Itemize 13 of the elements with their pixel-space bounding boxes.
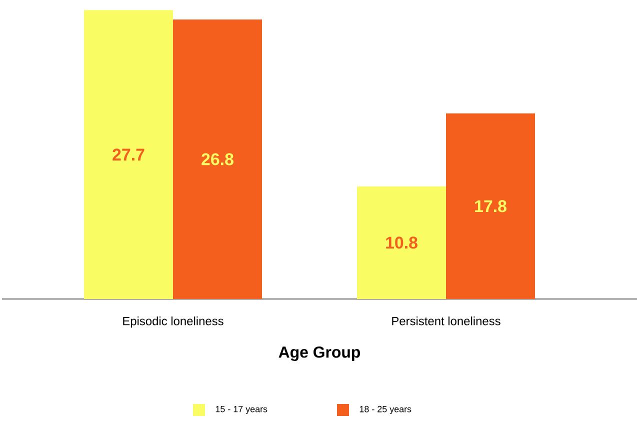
x-tick-label: Persistent loneliness	[392, 316, 500, 326]
data-label: 27.7	[112, 148, 144, 160]
x-axis-title: Age Group	[278, 346, 360, 362]
legend-label: 15 - 17 years	[216, 406, 268, 414]
legend-label: 18 - 25 years	[360, 406, 412, 414]
bar	[173, 19, 262, 299]
data-label: 26.8	[202, 153, 234, 166]
x-tick-label: Episodic loneliness	[123, 316, 224, 328]
bar	[357, 186, 446, 299]
data-label: 17.8	[475, 200, 506, 212]
bar	[446, 113, 536, 299]
bar	[84, 10, 174, 299]
data-label: 10.8	[386, 236, 418, 249]
